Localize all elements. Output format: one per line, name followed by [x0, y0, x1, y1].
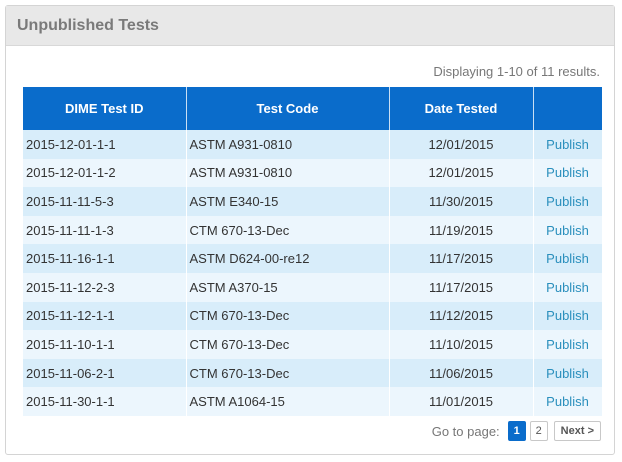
- table-row: 2015-11-10-1-1 CTM 670-13-Dec 11/10/2015 Pu…: [23, 330, 603, 359]
- table-cell: 11/10/2015: [389, 330, 534, 359]
- table-row: 2015-11-06-2-1 CTM 670-13-Dec 11/06/2015 Pu…: [23, 358, 603, 388]
- column-header: DIME Test ID: [23, 87, 187, 130]
- table-row: 2015-11-11-5-3 ASTM E340-15 11/30/2015 Publ…: [23, 187, 603, 216]
- table-body: 2015-12-01-1-1 ASTM A931-0810 12/01/2015 Pu…: [23, 130, 603, 416]
- panel: Unpublished Tests Displaying 1-10 of 11 …: [5, 5, 615, 455]
- table-cell: 2015-11-16-1-1: [23, 244, 187, 273]
- publish-link[interactable]: Publish: [533, 215, 603, 245]
- table-head: DIME Test ID Test Code Date Tested: [23, 87, 602, 130]
- table-cell: CTM 670-13-Dec: [186, 330, 390, 359]
- page-button[interactable]: 1: [507, 421, 526, 441]
- table-row: 2015-11-30-1-1 ASTM A1064-15 11/01/2015 Pub…: [23, 387, 603, 416]
- table-cell: CTM 670-13-Dec: [186, 215, 390, 245]
- table-cell: 11/01/2015: [389, 387, 534, 416]
- next-button[interactable]: Next >: [553, 421, 601, 441]
- publish-link[interactable]: Publish: [533, 244, 603, 273]
- table-cell: ASTM A931-0810: [186, 158, 390, 188]
- tests-table: DIME Test ID Test Code Date Tested 2015-12…: [23, 87, 603, 416]
- table-cell: 11/30/2015: [389, 187, 534, 216]
- table-row: 2015-11-11-1-3 CTM 670-13-Dec 11/19/2015 Pu…: [23, 215, 603, 245]
- publish-link[interactable]: Publish: [533, 330, 603, 359]
- panel-title: Unpublished Tests: [6, 6, 614, 46]
- table-cell: 2015-12-01-1-1: [23, 130, 187, 159]
- publish-link[interactable]: Publish: [533, 130, 603, 159]
- column-header: Date Tested: [389, 87, 534, 130]
- publish-link[interactable]: Publish: [533, 358, 603, 388]
- table-cell: ASTM A931-0810: [186, 130, 390, 159]
- table-cell: ASTM D624-00-re12: [186, 244, 390, 273]
- table-row: 2015-11-12-1-1 CTM 670-13-Dec 11/12/2015 Pu…: [23, 301, 603, 331]
- table-cell: ASTM A370-15: [186, 272, 390, 302]
- table-cell: 2015-11-11-5-3: [23, 187, 187, 216]
- table-cell: 12/01/2015: [389, 130, 534, 159]
- table-cell: 11/19/2015: [389, 215, 534, 245]
- publish-link[interactable]: Publish: [533, 387, 603, 416]
- publish-link[interactable]: Publish: [533, 301, 603, 331]
- page-button[interactable]: 2: [529, 421, 548, 441]
- table-cell: 11/06/2015: [389, 358, 534, 388]
- table-cell: 2015-11-11-1-3: [23, 215, 187, 245]
- table-cell: 2015-12-01-1-2: [23, 158, 187, 188]
- table-cell: ASTM E340-15: [186, 187, 390, 216]
- table-cell: 2015-11-10-1-1: [23, 330, 187, 359]
- table-cell: 11/17/2015: [389, 272, 534, 302]
- table-cell: 2015-11-30-1-1: [23, 387, 187, 416]
- table-row: 2015-12-01-1-2 ASTM A931-0810 12/01/2015 Pu…: [23, 158, 603, 188]
- header-row: DIME Test ID Test Code Date Tested: [23, 87, 602, 130]
- table-row: 2015-12-01-1-1 ASTM A931-0810 12/01/2015 Pu…: [23, 130, 603, 159]
- publish-link[interactable]: Publish: [533, 272, 603, 302]
- table-cell: CTM 670-13-Dec: [186, 358, 390, 388]
- pagination-label: Go to page:: [431, 423, 500, 439]
- column-header: [533, 87, 602, 130]
- table-cell: 12/01/2015: [389, 158, 534, 188]
- table-cell: CTM 670-13-Dec: [186, 301, 390, 331]
- table-cell: 2015-11-12-1-1: [23, 301, 187, 331]
- publish-link[interactable]: Publish: [533, 158, 603, 188]
- table-row: 2015-11-12-2-3 ASTM A370-15 11/17/2015 Publ…: [23, 272, 603, 302]
- table-cell: 2015-11-12-2-3: [23, 272, 187, 302]
- table-cell: 2015-11-06-2-1: [23, 358, 187, 388]
- results-summary: Displaying 1-10 of 11 results.: [433, 64, 600, 79]
- publish-link[interactable]: Publish: [533, 187, 603, 216]
- table-cell: ASTM A1064-15: [186, 387, 390, 416]
- table-row: 2015-11-16-1-1 ASTM D624-00-re12 11/17/201…: [23, 244, 603, 273]
- table-cell: 11/12/2015: [389, 301, 534, 331]
- column-header: Test Code: [186, 87, 390, 130]
- table-cell: 11/17/2015: [389, 244, 534, 273]
